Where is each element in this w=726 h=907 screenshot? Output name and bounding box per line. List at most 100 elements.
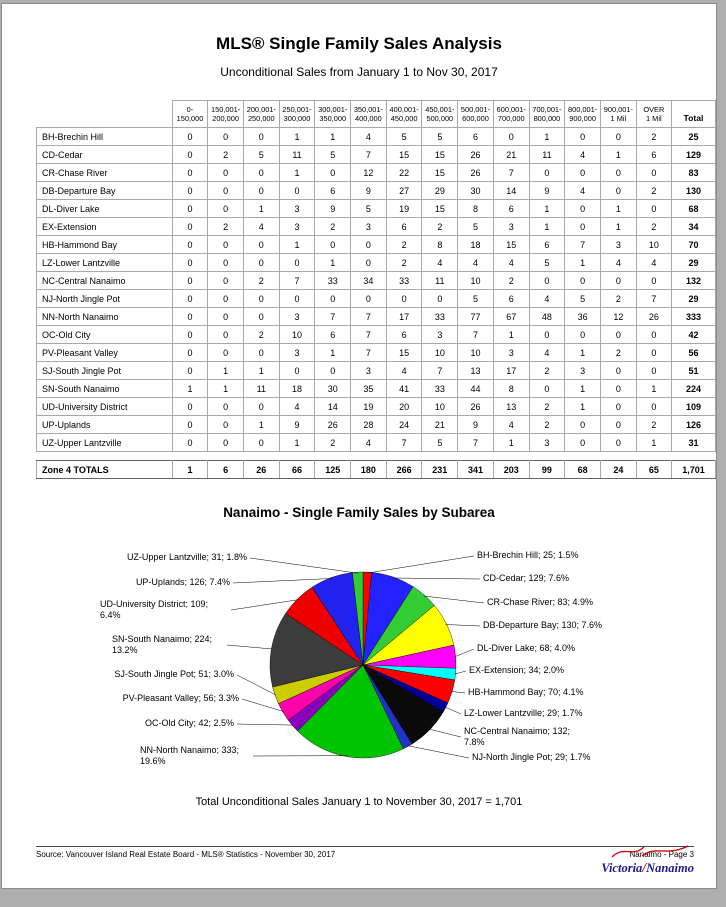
sales-count-cell: 5: [458, 218, 494, 236]
sales-count-cell: 3: [493, 218, 529, 236]
row-total-cell: 130: [671, 182, 715, 200]
zone-total-cell: 6: [208, 461, 244, 479]
leader-line: [237, 724, 293, 725]
sales-count-cell: 0: [529, 164, 565, 182]
sales-count-cell: 29: [422, 182, 458, 200]
sales-count-cell: 0: [243, 344, 279, 362]
sales-count-cell: 0: [172, 290, 208, 308]
sales-count-cell: 6: [493, 290, 529, 308]
sales-count-cell: 13: [458, 362, 494, 380]
subarea-name: UZ-Upper Lantzville: [37, 434, 173, 452]
leader-line: [455, 649, 474, 657]
sales-count-cell: 0: [565, 200, 601, 218]
sales-count-cell: 12: [351, 164, 387, 182]
sales-count-cell: 21: [422, 416, 458, 434]
sales-count-cell: 0: [243, 398, 279, 416]
sales-count-cell: 36: [565, 308, 601, 326]
zone-total-cell: 180: [351, 461, 387, 479]
price-col-header: 900,001-1 Mil: [600, 101, 636, 128]
sales-count-cell: 6: [315, 326, 351, 344]
sales-count-cell: 6: [493, 200, 529, 218]
page-footer: Source: Vancouver Island Real Estate Boa…: [36, 846, 694, 876]
price-col-header: 700,001-800,000: [529, 101, 565, 128]
sales-count-cell: 0: [172, 236, 208, 254]
sales-count-cell: 0: [529, 272, 565, 290]
sales-count-cell: 22: [386, 164, 422, 182]
sales-count-cell: 0: [208, 254, 244, 272]
sales-count-cell: 0: [565, 128, 601, 146]
sales-count-cell: 1: [279, 128, 315, 146]
row-total-cell: 51: [671, 362, 715, 380]
pie-label-OC: OC-Old City; 42; 2.5%: [145, 718, 234, 729]
sales-count-cell: 0: [172, 398, 208, 416]
sales-count-cell: 15: [386, 146, 422, 164]
sales-count-cell: 0: [529, 326, 565, 344]
subarea-name: SJ-South Jingle Pot: [37, 362, 173, 380]
sales-count-cell: 5: [422, 128, 458, 146]
subarea-name: PV-Pleasant Valley: [37, 344, 173, 362]
leader-line: [393, 578, 480, 579]
sales-count-cell: 0: [208, 398, 244, 416]
sales-count-cell: 5: [529, 254, 565, 272]
sales-count-cell: 18: [279, 380, 315, 398]
sales-count-cell: 4: [636, 254, 671, 272]
sales-count-cell: 0: [172, 326, 208, 344]
sales-count-cell: 15: [422, 200, 458, 218]
leader-line: [445, 707, 461, 714]
pie-label-CD: CD-Cedar; 129; 7.6%: [483, 573, 569, 584]
pie-label-PV: PV-Pleasant Valley; 56; 3.3%: [123, 693, 239, 704]
subarea-name: DL-Diver Lake: [37, 200, 173, 218]
price-col-header: 250,001-300,000: [279, 101, 315, 128]
sales-count-cell: 26: [458, 398, 494, 416]
sales-count-cell: 13: [493, 398, 529, 416]
sales-count-cell: 3: [422, 326, 458, 344]
sales-count-cell: 3: [279, 308, 315, 326]
sales-count-cell: 7: [422, 362, 458, 380]
sales-count-cell: 20: [386, 398, 422, 416]
sales-count-cell: 5: [458, 290, 494, 308]
sales-count-cell: 0: [208, 128, 244, 146]
sales-count-cell: 1: [208, 380, 244, 398]
sales-count-cell: 2: [636, 182, 671, 200]
row-total-cell: 25: [671, 128, 715, 146]
sales-count-cell: 7: [386, 434, 422, 452]
price-col-header: 350,001-400,000: [351, 101, 387, 128]
sales-count-cell: 26: [315, 416, 351, 434]
leader-line: [367, 556, 474, 573]
sales-count-cell: 11: [279, 146, 315, 164]
subarea-name: EX-Extension: [37, 218, 173, 236]
sales-count-cell: 0: [172, 308, 208, 326]
pie-chart-title: Nanaimo - Single Family Sales by Subarea: [2, 505, 716, 520]
pie-label-CR: CR-Chase River; 83; 4.9%: [487, 597, 593, 608]
sales-count-cell: 4: [493, 416, 529, 434]
row-total-cell: 31: [671, 434, 715, 452]
sales-count-cell: 19: [351, 398, 387, 416]
leader-line: [451, 691, 465, 693]
sales-count-cell: 7: [493, 164, 529, 182]
sales-count-cell: 0: [172, 218, 208, 236]
sales-count-cell: 26: [458, 146, 494, 164]
sales-count-cell: 9: [315, 200, 351, 218]
sales-count-cell: 18: [458, 236, 494, 254]
sales-count-cell: 34: [351, 272, 387, 290]
sales-count-cell: 8: [458, 200, 494, 218]
sales-count-cell: 11: [243, 380, 279, 398]
sales-count-cell: 15: [422, 164, 458, 182]
leader-line: [424, 596, 484, 603]
sales-count-cell: 0: [208, 416, 244, 434]
sales-count-cell: 0: [172, 182, 208, 200]
sales-count-cell: 7: [351, 326, 387, 344]
price-col-header: 600,001-700,000: [493, 101, 529, 128]
subarea-name: UD-University District: [37, 398, 173, 416]
sales-count-cell: 1: [636, 380, 671, 398]
pie-label-NJ: NJ-North Jingle Pot; 29; 1.7%: [472, 752, 591, 763]
sales-count-cell: 26: [636, 308, 671, 326]
subarea-name: LZ-Lower Lantzville: [37, 254, 173, 272]
subarea-name: CR-Chase River: [37, 164, 173, 182]
sales-count-cell: 33: [422, 308, 458, 326]
